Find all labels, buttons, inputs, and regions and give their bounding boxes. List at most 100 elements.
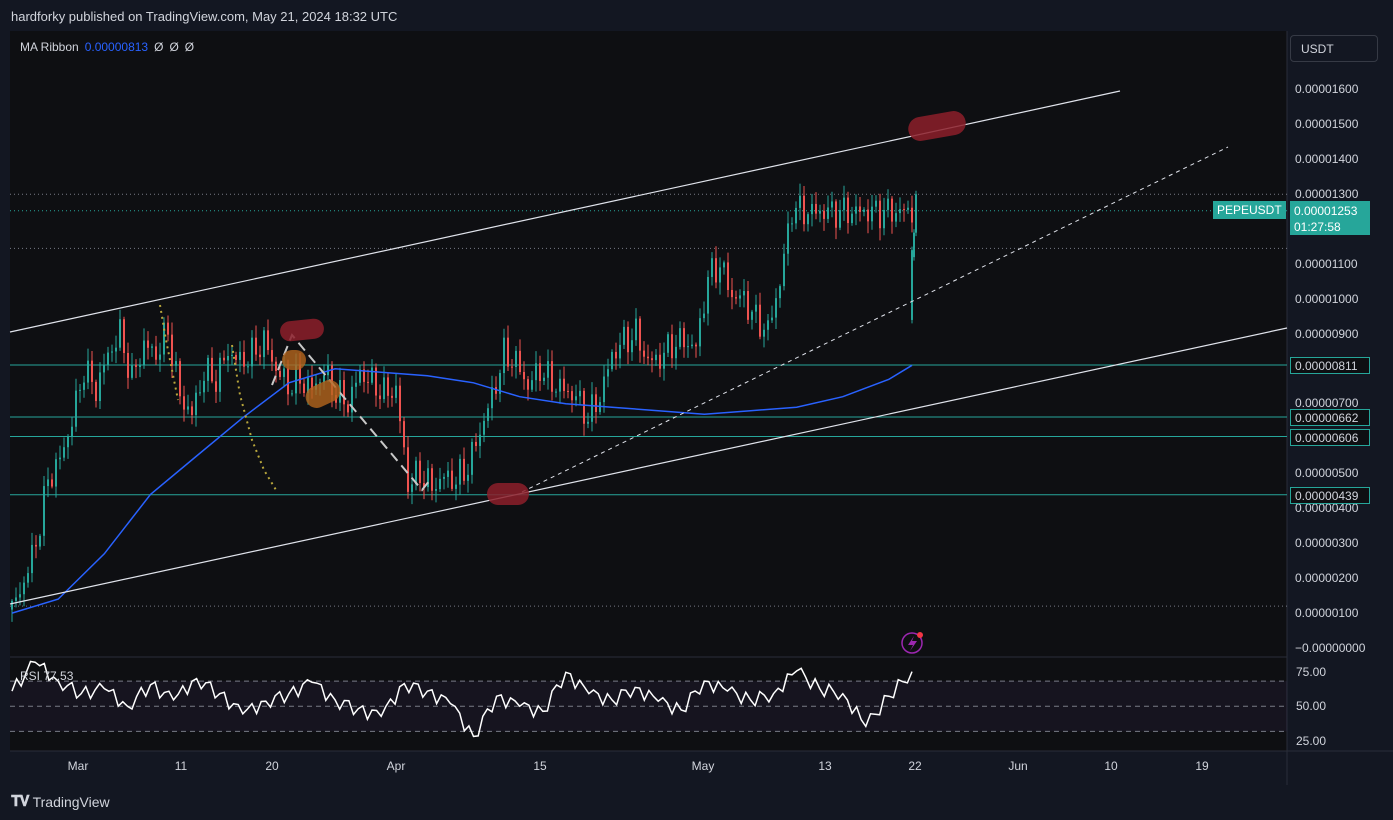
candle bbox=[263, 330, 265, 358]
candle bbox=[575, 396, 577, 401]
candle bbox=[887, 198, 889, 210]
candle bbox=[319, 382, 321, 384]
level-tag[interactable]: 0.00000439 bbox=[1290, 487, 1370, 504]
level-tag[interactable]: 0.00000606 bbox=[1290, 429, 1370, 446]
candle bbox=[115, 347, 117, 352]
candle bbox=[323, 375, 325, 383]
last-price-tag: 0.00001253 01:27:58 bbox=[1290, 201, 1370, 235]
candle bbox=[399, 385, 401, 422]
legend-extra-1: Ø bbox=[154, 40, 164, 54]
candle bbox=[523, 371, 525, 380]
level-tag[interactable]: 0.00000811 bbox=[1290, 357, 1370, 374]
candle bbox=[615, 351, 617, 359]
chart-area[interactable] bbox=[10, 31, 1287, 751]
candle bbox=[579, 390, 581, 397]
candle bbox=[383, 377, 385, 400]
alert-icon[interactable] bbox=[901, 632, 923, 654]
candle bbox=[99, 372, 101, 402]
highlight-mark-red-2[interactable] bbox=[906, 109, 967, 143]
projection-dashed-path[interactable] bbox=[271, 333, 431, 492]
rsi-legend[interactable]: RSI 77.53 bbox=[20, 669, 73, 683]
candle bbox=[719, 267, 721, 283]
candle bbox=[803, 195, 805, 225]
candle bbox=[167, 322, 169, 335]
highlight-mark-orange-2[interactable] bbox=[302, 376, 344, 411]
candle bbox=[139, 365, 141, 367]
last-price: 0.00001253 bbox=[1294, 204, 1358, 218]
bottom-bar: 𝐓𝐕 TradingView bbox=[0, 785, 1393, 820]
candle bbox=[311, 377, 313, 390]
candle bbox=[131, 364, 133, 378]
candle bbox=[511, 366, 513, 368]
tradingview-logo-icon: 𝐓𝐕 bbox=[11, 793, 30, 810]
candle bbox=[227, 355, 229, 361]
price-tick: 0.00000100 bbox=[1295, 606, 1359, 620]
rsi-value: 77.53 bbox=[43, 669, 74, 683]
price-tick: 0.00001300 bbox=[1295, 187, 1359, 201]
candle bbox=[415, 460, 417, 485]
level-tag[interactable]: 0.00000662 bbox=[1290, 409, 1370, 426]
candle bbox=[695, 344, 697, 347]
candle bbox=[723, 262, 725, 268]
candle bbox=[419, 460, 421, 484]
candle bbox=[371, 367, 373, 383]
candle bbox=[87, 360, 89, 383]
highlight-mark-red-1[interactable] bbox=[279, 318, 325, 342]
tradingview-logo[interactable]: 𝐓𝐕 TradingView bbox=[11, 793, 110, 810]
candle bbox=[875, 200, 877, 207]
candle bbox=[531, 380, 533, 390]
candle bbox=[135, 364, 137, 367]
candle bbox=[471, 441, 473, 475]
legend-name: MA Ribbon bbox=[20, 40, 79, 54]
candle bbox=[455, 484, 457, 489]
rsi-tick: 25.00 bbox=[1296, 734, 1327, 748]
candle bbox=[867, 209, 869, 222]
candle bbox=[259, 354, 261, 358]
candle bbox=[795, 207, 797, 224]
candle bbox=[275, 361, 277, 371]
candle bbox=[67, 436, 69, 448]
candle bbox=[251, 337, 253, 367]
candle bbox=[555, 391, 557, 393]
candle bbox=[883, 209, 885, 229]
indicator-legend[interactable]: MA Ribbon 0.00000813 Ø Ø Ø bbox=[20, 40, 194, 54]
candle bbox=[915, 194, 917, 233]
candle bbox=[639, 318, 641, 351]
price-tick: 0.00001000 bbox=[1295, 292, 1359, 306]
candle bbox=[815, 203, 817, 214]
candle bbox=[203, 380, 205, 393]
trend-extension-dashed[interactable] bbox=[521, 146, 1229, 493]
price-tick: 0.00001400 bbox=[1295, 152, 1359, 166]
date-tick: 22 bbox=[908, 759, 922, 773]
candle bbox=[819, 210, 821, 214]
price-tick: 0.00001600 bbox=[1295, 82, 1359, 96]
currency-button[interactable]: USDT bbox=[1290, 35, 1378, 62]
candle bbox=[91, 360, 93, 382]
candle bbox=[175, 361, 177, 366]
highlight-mark-red-3[interactable] bbox=[487, 483, 529, 505]
candle bbox=[487, 408, 489, 421]
candle bbox=[663, 352, 665, 369]
candle bbox=[15, 597, 17, 601]
candle bbox=[691, 344, 693, 347]
dotted-path-1 bbox=[159, 304, 179, 401]
candle bbox=[31, 544, 33, 574]
date-tick: 15 bbox=[533, 759, 547, 773]
candle bbox=[171, 334, 173, 366]
candle bbox=[463, 458, 465, 481]
candle bbox=[855, 206, 857, 214]
price-tick: 0.00000300 bbox=[1295, 536, 1359, 550]
candle bbox=[863, 209, 865, 212]
candle bbox=[495, 387, 497, 394]
candle bbox=[707, 276, 709, 314]
highlight-mark-orange-1[interactable] bbox=[282, 350, 306, 370]
candle bbox=[635, 318, 637, 341]
channel-lower-line[interactable] bbox=[9, 327, 1288, 605]
candle bbox=[619, 344, 621, 359]
bar-countdown: 01:27:58 bbox=[1294, 220, 1341, 234]
candle bbox=[207, 357, 209, 381]
candle bbox=[743, 291, 745, 296]
candle bbox=[559, 378, 561, 392]
candle bbox=[551, 361, 553, 392]
